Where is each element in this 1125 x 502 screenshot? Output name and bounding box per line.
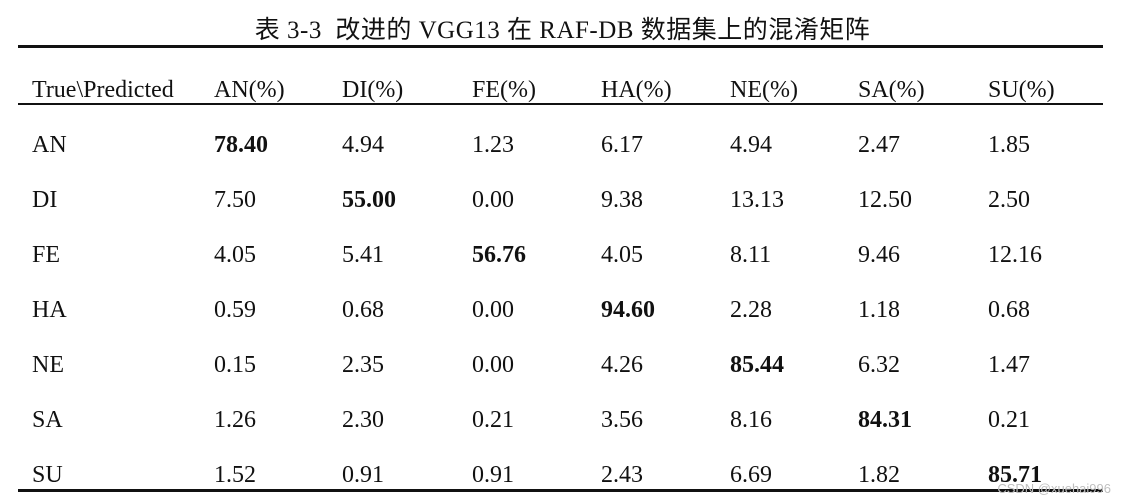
table-cell: 6.69 (730, 462, 772, 488)
table-cell: 0.59 (214, 297, 256, 323)
table-cell: 12.50 (858, 187, 912, 213)
table-cell: 1.18 (858, 297, 900, 323)
table-cell: 4.05 (214, 242, 256, 268)
header-ha: HA(%) (601, 77, 672, 103)
table-cell: 2.47 (858, 132, 900, 158)
header-di: DI(%) (342, 77, 404, 103)
table-cell: 8.11 (730, 242, 772, 268)
table-cell: 2.30 (342, 407, 384, 433)
table-cell: 0.21 (472, 407, 514, 433)
table-cell: 9.46 (858, 242, 900, 268)
table-cell: 2.28 (730, 297, 772, 323)
row-label: DI (32, 187, 58, 213)
row-label: AN (32, 132, 67, 158)
diagonal-cell: 94.60 (601, 297, 655, 323)
table-cell: 0.00 (472, 352, 514, 378)
header-sa: SA(%) (858, 77, 925, 103)
table-cell: 0.68 (988, 297, 1030, 323)
row-label: NE (32, 352, 64, 378)
bottom-rule (18, 489, 1103, 492)
table-cell: 4.94 (342, 132, 384, 158)
table-cell: 5.41 (342, 242, 384, 268)
table-cell: 0.00 (472, 297, 514, 323)
header-su: SU(%) (988, 77, 1055, 103)
row-label: HA (32, 297, 67, 323)
table-cell: 6.32 (858, 352, 900, 378)
diagonal-cell: 78.40 (214, 132, 268, 158)
table-cell: 3.56 (601, 407, 643, 433)
diagonal-cell: 85.44 (730, 352, 784, 378)
row-label: SU (32, 462, 63, 488)
row-label: SA (32, 407, 63, 433)
table-cell: 2.35 (342, 352, 384, 378)
table-cell: 0.91 (342, 462, 384, 488)
table-cell: 0.91 (472, 462, 514, 488)
table-cell: 7.50 (214, 187, 256, 213)
table-cell: 0.21 (988, 407, 1030, 433)
table-cell: 0.00 (472, 187, 514, 213)
header-ne: NE(%) (730, 77, 798, 103)
top-rule (18, 45, 1103, 48)
table-cell: 1.85 (988, 132, 1030, 158)
table-cell: 4.26 (601, 352, 643, 378)
table-cell: 13.13 (730, 187, 784, 213)
table-cell: 1.23 (472, 132, 514, 158)
table-cell: 4.05 (601, 242, 643, 268)
diagonal-cell: 55.00 (342, 187, 396, 213)
watermark: CSDN @xuehai996 (997, 481, 1111, 496)
row-label: FE (32, 242, 61, 268)
header-fe: FE(%) (472, 77, 536, 103)
table-cell: 1.26 (214, 407, 256, 433)
table-cell: 2.43 (601, 462, 643, 488)
table-cell: 2.50 (988, 187, 1030, 213)
header-an: AN(%) (214, 77, 285, 103)
table-cell: 1.47 (988, 352, 1030, 378)
header-true-predicted: True\Predicted (32, 77, 174, 103)
table-cell: 6.17 (601, 132, 643, 158)
header-rule (18, 103, 1103, 105)
diagonal-cell: 56.76 (472, 242, 526, 268)
table-cell: 0.15 (214, 352, 256, 378)
table-cell: 9.38 (601, 187, 643, 213)
table-cell: 8.16 (730, 407, 772, 433)
table-cell: 12.16 (988, 242, 1042, 268)
table-cell: 1.52 (214, 462, 256, 488)
table-cell: 1.82 (858, 462, 900, 488)
diagonal-cell: 84.31 (858, 407, 912, 433)
diagonal-cell: 85.71 (988, 462, 1042, 488)
table-cell: 0.68 (342, 297, 384, 323)
table-caption: 表 3-3 改进的 VGG13 在 RAF-DB 数据集上的混淆矩阵 (254, 17, 871, 44)
table-cell: 4.94 (730, 132, 772, 158)
